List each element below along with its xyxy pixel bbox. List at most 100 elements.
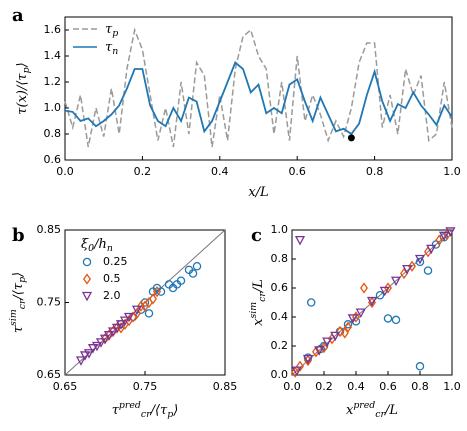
x-axis-label-part: τ	[112, 403, 120, 418]
point	[115, 320, 127, 330]
y-tick-label: 1.4	[44, 49, 62, 62]
point	[119, 316, 131, 327]
point	[366, 296, 378, 307]
point	[435, 234, 444, 246]
point	[384, 282, 392, 294]
point	[144, 309, 154, 318]
x-axis-label-part: /L	[383, 403, 398, 418]
point	[383, 314, 393, 323]
point	[312, 346, 320, 358]
point	[107, 327, 119, 337]
legend-title-part: ξ	[81, 237, 89, 252]
y-tick-label: 0.0	[271, 368, 289, 381]
point	[131, 305, 143, 316]
point	[302, 354, 314, 365]
y-tick-label: 0.8	[44, 127, 62, 140]
y-tick-label: 1.6	[44, 23, 62, 36]
y-axis-label: xsimcr/L	[248, 279, 268, 326]
legend-label: 0.5	[103, 272, 121, 285]
legend-label: τp	[105, 22, 118, 39]
legend-label-part: τ	[105, 40, 113, 55]
x-axis-label-part: x	[346, 403, 354, 418]
x-axis-label-part: cr	[141, 409, 151, 420]
x-tick-label: 0.8	[411, 380, 429, 393]
point	[291, 366, 300, 378]
x-tick-label: 0.2	[134, 165, 152, 178]
y-tick-label: 1.2	[44, 75, 62, 88]
x-axis-label-part: ⟩	[172, 403, 178, 418]
x-tick-label: 0.0	[283, 380, 301, 393]
diagonal	[291, 229, 453, 376]
y-axis-label-part: cr	[17, 299, 28, 309]
y-axis-label: τsimcr/⟨τp⟩	[8, 272, 28, 333]
x-tick-label: 0.6	[379, 380, 397, 393]
x-tick-label: 0.0	[56, 165, 74, 178]
legend-title-part: /h	[92, 237, 107, 252]
point	[402, 264, 413, 275]
point	[314, 346, 325, 356]
point	[426, 244, 437, 255]
y-tick-label: 0.6	[271, 281, 289, 294]
point	[291, 366, 302, 377]
point	[133, 307, 141, 319]
series-line	[64, 61, 453, 136]
y-axis-label-part: x	[251, 318, 266, 326]
point	[99, 334, 111, 345]
y-axis-label-part: p	[21, 67, 32, 73]
point	[423, 266, 433, 275]
y-tick-label: 0.2	[271, 339, 289, 352]
y-axis-label-part: ⟩	[11, 272, 26, 278]
y-axis-label-part: sim	[8, 309, 19, 326]
y-tick-label: 0.85	[37, 223, 62, 236]
point	[294, 235, 306, 246]
point	[415, 257, 425, 267]
panel-label: c	[251, 225, 262, 246]
x-tick-label: 0.4	[211, 165, 229, 178]
point	[340, 327, 349, 339]
point	[320, 341, 328, 354]
point	[296, 360, 304, 372]
x-tick-label: 0.85	[213, 380, 238, 393]
y-axis-label-part: ⟩	[15, 62, 30, 68]
legend-label: τn	[105, 40, 118, 57]
point	[390, 276, 402, 287]
point	[336, 325, 344, 338]
point	[103, 330, 115, 341]
x-axis-label-part: /⟨τ	[149, 403, 168, 418]
y-tick-label: 0.75	[37, 296, 62, 309]
x-axis-label-part: pred	[353, 400, 375, 411]
y-tick-label: 1.0	[44, 101, 62, 114]
point	[111, 323, 123, 334]
point	[445, 227, 456, 237]
y-tick-label: 0.65	[37, 368, 62, 381]
legend-marker	[83, 273, 91, 285]
x-axis-label: τpredcr/⟨τp⟩	[112, 400, 179, 420]
point	[156, 287, 166, 296]
x-axis-label: x/L	[248, 185, 268, 200]
point	[391, 315, 401, 325]
point	[172, 280, 182, 289]
y-axis-label-part: τ	[11, 325, 26, 333]
y-axis-label-part: sim	[248, 302, 259, 319]
legend-title-part: 0	[88, 243, 94, 254]
point	[123, 312, 135, 323]
y-tick-label: 0.6	[44, 153, 62, 166]
point	[347, 314, 358, 324]
y-axis-label-part: /⟨τ	[11, 282, 26, 301]
y-tick-label: 0.8	[271, 252, 289, 265]
point	[87, 344, 99, 354]
x-tick-label: 0.4	[347, 380, 365, 393]
point	[79, 351, 91, 361]
highlight-point	[347, 134, 355, 142]
legend-label-part: τ	[105, 22, 113, 37]
x-tick-label: 0.8	[366, 165, 384, 178]
point	[153, 286, 161, 298]
legend-label-part: p	[112, 28, 118, 39]
x-axis-label-part: pred	[119, 400, 141, 411]
point	[306, 298, 316, 307]
x-tick-label: 1.0	[443, 380, 461, 393]
point	[192, 261, 202, 271]
point	[408, 260, 416, 272]
y-axis-label: τ(x)/⟨τp⟩	[15, 62, 32, 114]
point	[95, 338, 107, 348]
